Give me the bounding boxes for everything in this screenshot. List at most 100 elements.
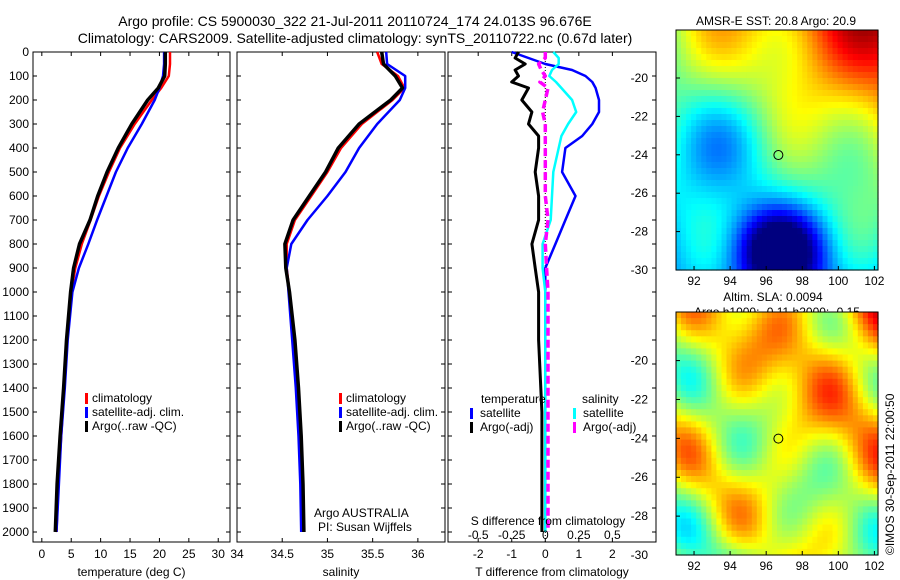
map-cell (701, 463, 707, 471)
map-cell (827, 108, 834, 115)
map-cell (676, 427, 682, 435)
map-cell (676, 246, 682, 253)
map-cell (812, 439, 818, 447)
map-cell (756, 48, 763, 55)
map-cell (802, 488, 808, 495)
map-cell (832, 463, 839, 471)
map-cell (797, 126, 803, 133)
map-cell (807, 204, 813, 211)
map-cell (741, 457, 748, 465)
map-cell (721, 330, 728, 337)
map-cell (746, 252, 753, 259)
map-cell (761, 530, 768, 538)
map-cell (686, 30, 692, 37)
map-cell (817, 451, 823, 459)
y-tick-label: -22 (631, 392, 649, 406)
x-tick-label: 36 (411, 547, 425, 561)
map-cell (802, 330, 808, 337)
map-cell (873, 415, 879, 422)
map-cell (792, 30, 798, 37)
map-cell (827, 439, 834, 447)
map-cell (756, 216, 763, 223)
map-cell (741, 445, 748, 453)
map-cell (797, 433, 803, 441)
map-cell (847, 457, 854, 465)
map-cell (782, 421, 788, 429)
map-cell (797, 366, 803, 374)
map-cell (711, 500, 717, 507)
map-cell (721, 536, 728, 544)
map-cell (716, 409, 722, 416)
map-cell (857, 246, 864, 253)
map-cell (696, 246, 702, 253)
map-cell (761, 403, 768, 410)
map-cell (701, 144, 707, 151)
map-cell (696, 180, 702, 187)
map-cell (706, 518, 712, 526)
map-cell (751, 126, 758, 133)
map-cell (837, 138, 844, 145)
map-cell (741, 427, 748, 435)
map-cell (681, 330, 687, 337)
map-cell (837, 204, 844, 211)
map-cell (746, 482, 753, 489)
map-cell (807, 198, 813, 205)
map-cell (681, 78, 687, 85)
map-cell (751, 120, 758, 127)
map-cell (797, 524, 803, 532)
map-cell (867, 427, 874, 435)
map-cell (792, 192, 798, 199)
map-cell (751, 186, 758, 193)
map-cell (812, 60, 818, 67)
map-cell (827, 78, 834, 85)
map-cell (797, 240, 803, 247)
map-cell (772, 72, 778, 79)
map-cell (862, 512, 869, 520)
map-cell (837, 433, 844, 441)
map-cell (696, 421, 702, 429)
map-cell (751, 530, 758, 538)
map-cell (862, 366, 869, 374)
map-cell (756, 72, 763, 79)
map-cell (731, 451, 738, 459)
map-cell (787, 512, 793, 520)
map-cell (721, 138, 728, 145)
map-cell (807, 366, 813, 374)
map-cell (837, 548, 844, 556)
map-cell (873, 258, 879, 265)
map-cell (711, 494, 717, 501)
map-cell (827, 144, 834, 151)
map-cell (777, 427, 783, 435)
map-cell (746, 324, 753, 331)
map-cell (802, 198, 808, 205)
map-cell (696, 72, 702, 79)
map-cell (807, 415, 813, 422)
map-cell (766, 506, 773, 514)
map-cell (721, 494, 728, 501)
map-cell (701, 476, 707, 483)
map-cell (731, 470, 738, 477)
map-cell (751, 78, 758, 85)
map-cell (837, 156, 844, 163)
map-cell (867, 228, 874, 235)
map-cell (726, 409, 733, 416)
panel-3: -2 -1 0 1 2T difference from climatology (447, 51, 657, 579)
map-cell (766, 108, 773, 115)
map-cell (832, 168, 839, 175)
map-cell (736, 168, 743, 175)
map-cell (761, 482, 768, 489)
map-cell (726, 234, 733, 241)
map-cell (827, 156, 834, 163)
map-cell (736, 488, 743, 495)
map-cell (822, 60, 829, 67)
y-tick-label: 0 (22, 45, 29, 59)
map-cell (676, 192, 682, 199)
map-cell (681, 494, 687, 501)
map-cell (873, 72, 879, 79)
map-cell (711, 132, 717, 139)
map-cell (847, 66, 854, 73)
map-cell (822, 451, 829, 459)
map-cell (701, 415, 707, 422)
map-cell (777, 246, 783, 253)
map-cell (746, 433, 753, 441)
